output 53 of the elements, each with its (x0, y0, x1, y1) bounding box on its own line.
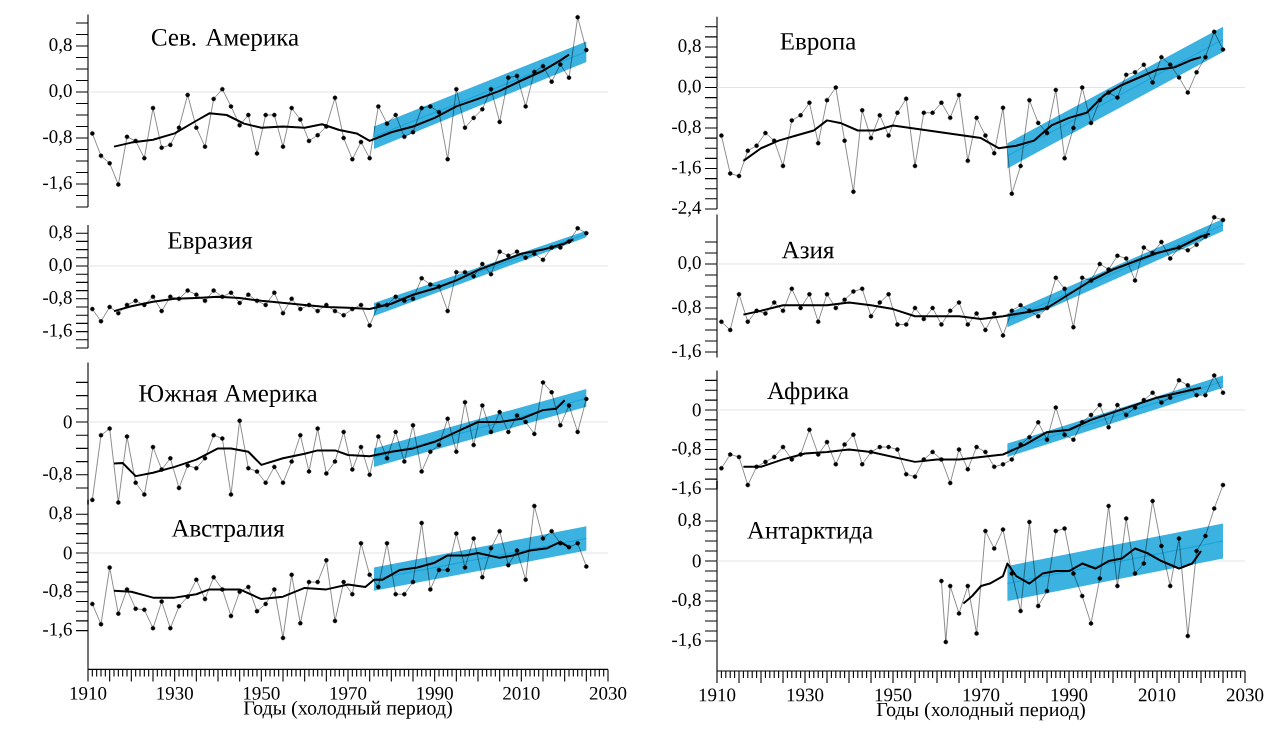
x-tick-label: 1950 (875, 688, 912, 702)
y-tick-label: -1,6 (43, 323, 72, 340)
x-tick-label: 1910 (70, 686, 107, 700)
x-tick-label: 2010 (1138, 688, 1176, 702)
y-tick-label: 0,8 (49, 506, 72, 522)
text: Сев. Америка (151, 29, 299, 51)
text: Австралия (171, 520, 285, 542)
y-tick-label: 0,0 (678, 256, 701, 272)
x-axis-title: Годы (холодный период) (876, 702, 1085, 721)
y-tick-label: 0,0 (49, 84, 72, 100)
x-tick-label: 1930 (157, 686, 193, 700)
y-tick-label: 0,0 (678, 79, 701, 96)
y-tick-label: -1,6 (672, 344, 701, 360)
y-tick-label: -0,8 (672, 593, 701, 609)
y-tick-label: -0,8 (672, 120, 701, 136)
y-tick-label: 0 (692, 403, 701, 417)
y-tick-label: 0,0 (49, 258, 72, 274)
x-tick-label: 1990 (417, 686, 453, 700)
y-tick-label: 0 (63, 415, 72, 429)
y-tick-label: 0,8 (678, 513, 701, 529)
y-tick-label: 0,8 (678, 39, 701, 55)
y-tick-label: -0,8 (43, 467, 72, 483)
x-tick-label: 2030 (589, 686, 627, 700)
x-tick-label: 1910 (699, 688, 736, 702)
x-tick-label: 1950 (244, 686, 280, 700)
x-tick-label: 2010 (503, 686, 540, 700)
x-tick-label: 1970 (330, 686, 367, 700)
y-tick-label: -2,4 (672, 201, 702, 217)
y-tick-label: -0,8 (43, 584, 72, 600)
y-tick-label: -0,8 (672, 441, 701, 458)
x-tick-label: 1990 (1051, 688, 1088, 702)
y-tick-label: -0,8 (672, 300, 701, 316)
y-tick-label: 0 (692, 554, 701, 568)
x-tick-label: 1930 (787, 688, 824, 702)
y-tick-label: -0,8 (43, 291, 72, 307)
y-tick-label: -0,8 (43, 130, 72, 146)
y-tick-label: -1,6 (43, 176, 72, 192)
text: Азия (781, 241, 834, 259)
y-tick-label: -1,6 (672, 481, 701, 497)
y-tick-label: 0 (63, 546, 72, 560)
x-axis-title: Годы (холодный период) (243, 700, 452, 719)
y-tick-label: -1,6 (672, 160, 701, 177)
y-tick-label: 0,8 (49, 38, 72, 54)
text: Антарктида (747, 522, 873, 544)
chart-title: Евразия (168, 232, 253, 254)
text: Южная Америка (139, 385, 318, 407)
x-tick-label: 2030 (1226, 688, 1264, 702)
text: Европа (780, 33, 856, 55)
y-tick-label: 0,8 (49, 225, 72, 241)
chart-title: Африка (767, 381, 849, 405)
y-tick-label: -1,6 (672, 633, 701, 649)
y-tick-label: -1,6 (43, 622, 72, 639)
x-tick-label: 1970 (963, 688, 1000, 702)
